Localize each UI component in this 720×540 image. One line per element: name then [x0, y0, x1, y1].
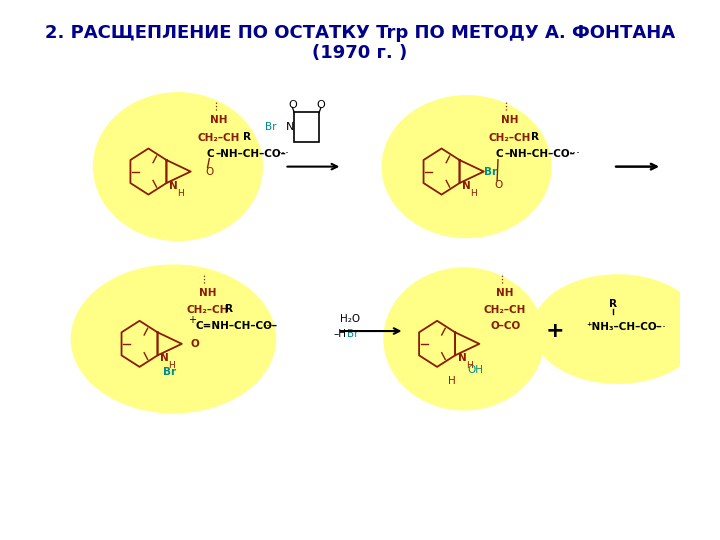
Text: 2. РАСЩЕПЛЕНИЕ ПО ОСТАТКУ Trp ПО МЕТОДУ А. ФОНТАНА: 2. РАСЩЕПЛЕНИЕ ПО ОСТАТКУ Trp ПО МЕТОДУ … [45, 24, 675, 42]
Text: NH: NH [500, 116, 518, 125]
Text: CH₂–CH: CH₂–CH [186, 305, 229, 315]
Text: Br: Br [346, 329, 358, 339]
Text: H: H [448, 376, 456, 387]
Text: R: R [243, 132, 251, 142]
Text: Br: Br [485, 166, 498, 177]
Text: O: O [191, 339, 199, 349]
Text: C: C [495, 149, 503, 159]
Text: NH: NH [199, 288, 216, 298]
Text: ···: ··· [655, 321, 667, 334]
Text: N: N [462, 181, 471, 191]
Ellipse shape [534, 275, 702, 383]
Text: OH: OH [468, 364, 484, 375]
Ellipse shape [71, 265, 276, 413]
Text: N: N [286, 122, 294, 132]
Text: Br: Br [163, 367, 176, 376]
Text: CH₂–CH: CH₂–CH [488, 133, 531, 143]
Text: –NH–CH–CO–: –NH–CH–CO– [504, 149, 575, 159]
Text: ···: ··· [568, 147, 580, 160]
Text: H₂O: H₂O [341, 314, 361, 324]
Text: +: + [187, 315, 196, 325]
Text: H: H [168, 361, 175, 370]
Text: H: H [466, 361, 472, 370]
Text: C=NH–CH–CO–: C=NH–CH–CO– [195, 321, 277, 331]
Text: –NH–CH–CO–: –NH–CH–CO– [215, 149, 287, 159]
Text: NH: NH [496, 288, 514, 298]
Text: +: + [546, 321, 564, 341]
Text: H: H [177, 189, 184, 198]
Text: ···: ··· [278, 147, 289, 160]
Text: Br: Br [265, 122, 276, 132]
Text: CH₂–CH: CH₂–CH [198, 133, 240, 143]
Text: N: N [458, 353, 467, 363]
Ellipse shape [384, 268, 544, 410]
Text: N: N [161, 353, 169, 363]
Ellipse shape [382, 96, 551, 238]
Text: O: O [495, 180, 503, 190]
Text: –H: –H [333, 329, 346, 339]
Ellipse shape [94, 93, 262, 240]
Text: NH: NH [210, 116, 228, 125]
Text: (1970 г. ): (1970 г. ) [312, 44, 408, 62]
Text: O: O [205, 166, 213, 177]
Text: R: R [531, 132, 539, 142]
Text: O: O [288, 99, 297, 110]
Text: CH₂–CH: CH₂–CH [484, 305, 526, 315]
Text: N: N [169, 181, 178, 191]
Text: O–CO: O–CO [491, 321, 521, 331]
Text: R: R [225, 305, 233, 314]
Text: C: C [207, 149, 215, 159]
Text: O: O [317, 99, 325, 110]
Text: ⁺NH₃–CH–CO–: ⁺NH₃–CH–CO– [587, 322, 662, 332]
Text: H: H [470, 189, 477, 198]
Text: R: R [609, 300, 617, 309]
Text: ···: ··· [263, 320, 274, 333]
